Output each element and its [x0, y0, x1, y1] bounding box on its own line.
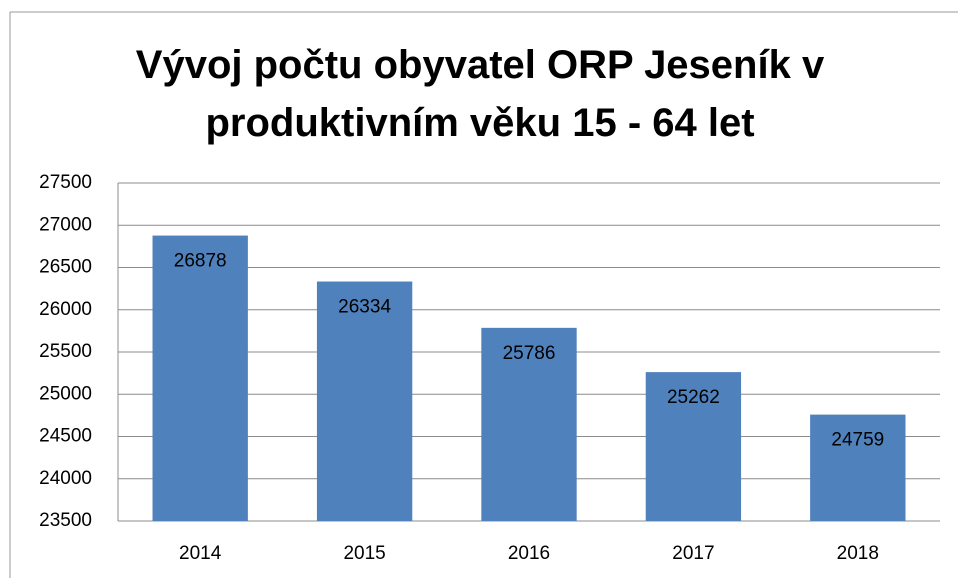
y-tick-label: 26000	[39, 299, 92, 320]
y-tick-label: 24500	[39, 426, 92, 447]
x-tick-label: 2016	[508, 543, 550, 564]
y-tick-label: 27500	[39, 172, 92, 193]
data-label: 26334	[338, 297, 391, 318]
bar	[316, 281, 413, 521]
bar	[481, 327, 577, 521]
chart-title: Vývoj počtu obyvatel ORP Jeseník v produ…	[135, 43, 825, 145]
data-label: 26878	[174, 251, 227, 272]
bar	[645, 372, 742, 521]
y-tick-label: 27000	[39, 214, 92, 235]
x-tick-label: 2018	[837, 543, 879, 564]
x-tick-label: 2017	[672, 543, 714, 564]
data-label: 25786	[503, 343, 556, 364]
y-tick-label: 24000	[39, 468, 92, 489]
y-tick-label: 25500	[39, 341, 92, 362]
data-label: 25262	[667, 387, 720, 408]
x-tick-label: 2014	[179, 543, 222, 564]
data-label: 24759	[831, 430, 884, 451]
x-tick-label: 2015	[343, 543, 385, 564]
y-tick-label: 25000	[39, 383, 92, 404]
bar	[810, 414, 906, 521]
bar	[152, 235, 248, 521]
y-tick-label: 26500	[39, 257, 92, 278]
y-tick-label: 23500	[39, 510, 92, 531]
